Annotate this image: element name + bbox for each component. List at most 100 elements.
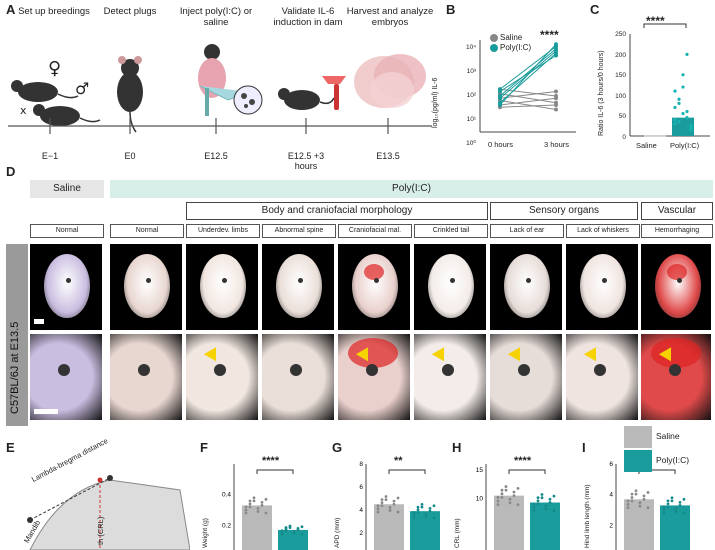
embryo-photo xyxy=(186,244,258,330)
data-point xyxy=(638,504,642,508)
panel-a-illustration: ♀ x ♂ xyxy=(8,44,432,134)
legend-dot-saline xyxy=(490,34,498,42)
embryo-photo xyxy=(414,244,486,330)
panel-g-label: G xyxy=(332,440,343,455)
data-point xyxy=(296,526,300,530)
data-point xyxy=(248,502,252,506)
timeline-label: E0 xyxy=(124,151,136,161)
column-label: Abnormal spine xyxy=(262,224,336,238)
data-point xyxy=(376,507,380,511)
data-point xyxy=(681,73,685,77)
data-point xyxy=(554,103,558,107)
data-point xyxy=(392,502,396,506)
panel-b-ytick-labels: 10⁴ 10³ 10² 10¹ 10⁰ xyxy=(465,44,476,147)
data-point xyxy=(284,526,288,529)
step-detect-plugs: Detect plugs xyxy=(103,6,157,17)
panel-b-ylabel: log₁₀(pg/ml) IL-6 xyxy=(432,77,439,128)
ylabel: Weight (g) xyxy=(202,518,209,548)
data-point xyxy=(420,505,424,509)
data-point xyxy=(412,516,416,520)
data-point xyxy=(548,501,552,504)
data-point xyxy=(416,505,420,509)
panel-a-label: A xyxy=(6,2,16,17)
legend-saline: Saline xyxy=(500,33,523,42)
panel-h-label: H xyxy=(452,440,462,455)
data-point xyxy=(498,87,502,92)
data-point xyxy=(516,503,520,507)
data-point xyxy=(388,509,392,512)
embryo-photo xyxy=(641,334,711,420)
paired-line-saline xyxy=(499,97,557,106)
bar-plot: 6 4 2 xyxy=(609,461,690,550)
significance-marker: **** xyxy=(514,455,532,467)
data-point xyxy=(662,508,666,512)
data-point xyxy=(552,509,556,512)
data-point xyxy=(630,492,634,496)
panel-c-xcat-1: Poly(I:C) xyxy=(670,141,700,150)
data-point xyxy=(384,495,388,498)
data-point xyxy=(554,107,558,112)
paired-line-polyic xyxy=(499,48,557,97)
data-point xyxy=(670,496,674,500)
panel-b-label: B xyxy=(446,2,456,17)
data-point xyxy=(642,494,646,498)
data-point xyxy=(432,504,436,508)
data-point xyxy=(516,486,520,490)
embryo-photo xyxy=(490,334,562,420)
embryo-photo xyxy=(641,244,711,330)
ytick-label: 10 xyxy=(476,496,484,503)
data-point xyxy=(428,507,432,510)
embryo-cluster-icon xyxy=(354,54,426,108)
data-point xyxy=(681,85,685,89)
paired-line-polyic xyxy=(499,52,557,104)
embryo-photo xyxy=(414,334,486,420)
data-point xyxy=(673,122,677,126)
data-point xyxy=(432,516,436,520)
data-point xyxy=(626,502,630,506)
step-inject: Inject poly(I:C) or saline xyxy=(179,6,253,28)
data-point xyxy=(244,511,248,515)
panel-e-label: E xyxy=(6,440,15,455)
data-point xyxy=(685,109,689,114)
embryo-photo xyxy=(566,334,638,420)
embryo-photo xyxy=(30,334,102,420)
legend-swatch-polyic xyxy=(624,450,652,472)
data-point xyxy=(554,51,558,56)
ytick-label: 4 xyxy=(609,492,613,499)
data-point xyxy=(689,124,693,128)
female-symbol-icon: ♀ xyxy=(48,58,61,79)
legend-polyic: Poly(I:C) xyxy=(500,43,532,52)
data-point xyxy=(244,508,248,512)
data-point xyxy=(500,492,504,496)
data-point xyxy=(638,501,642,505)
data-point xyxy=(662,505,666,509)
data-point xyxy=(681,111,685,116)
data-point xyxy=(554,89,558,94)
data-point xyxy=(496,503,500,507)
embryo-photo xyxy=(566,244,638,330)
panel-c-xcat-0: Saline xyxy=(636,141,657,150)
data-point xyxy=(376,510,380,514)
data-point xyxy=(504,488,508,492)
embryo-photo xyxy=(30,244,102,330)
data-point xyxy=(548,497,552,501)
data-point xyxy=(634,492,638,496)
ylabel: Hind limb length (mm) xyxy=(584,484,591,548)
data-point xyxy=(264,497,268,501)
embryo-photo xyxy=(262,244,334,330)
data-point xyxy=(532,509,536,512)
data-point xyxy=(508,497,512,501)
data-point xyxy=(642,497,646,501)
data-point xyxy=(292,530,296,533)
data-point xyxy=(544,507,548,511)
ytick-label: 2 xyxy=(609,522,613,529)
data-point xyxy=(256,510,260,513)
polyic-group-header: Poly(I:C) xyxy=(110,180,713,198)
bar-saline xyxy=(644,135,666,137)
legend-swatch-saline xyxy=(624,426,652,448)
data-point xyxy=(496,496,500,499)
column-label: Crinkled tail xyxy=(414,224,488,238)
data-point xyxy=(244,505,248,509)
data-point xyxy=(666,502,670,506)
data-point xyxy=(512,494,516,498)
